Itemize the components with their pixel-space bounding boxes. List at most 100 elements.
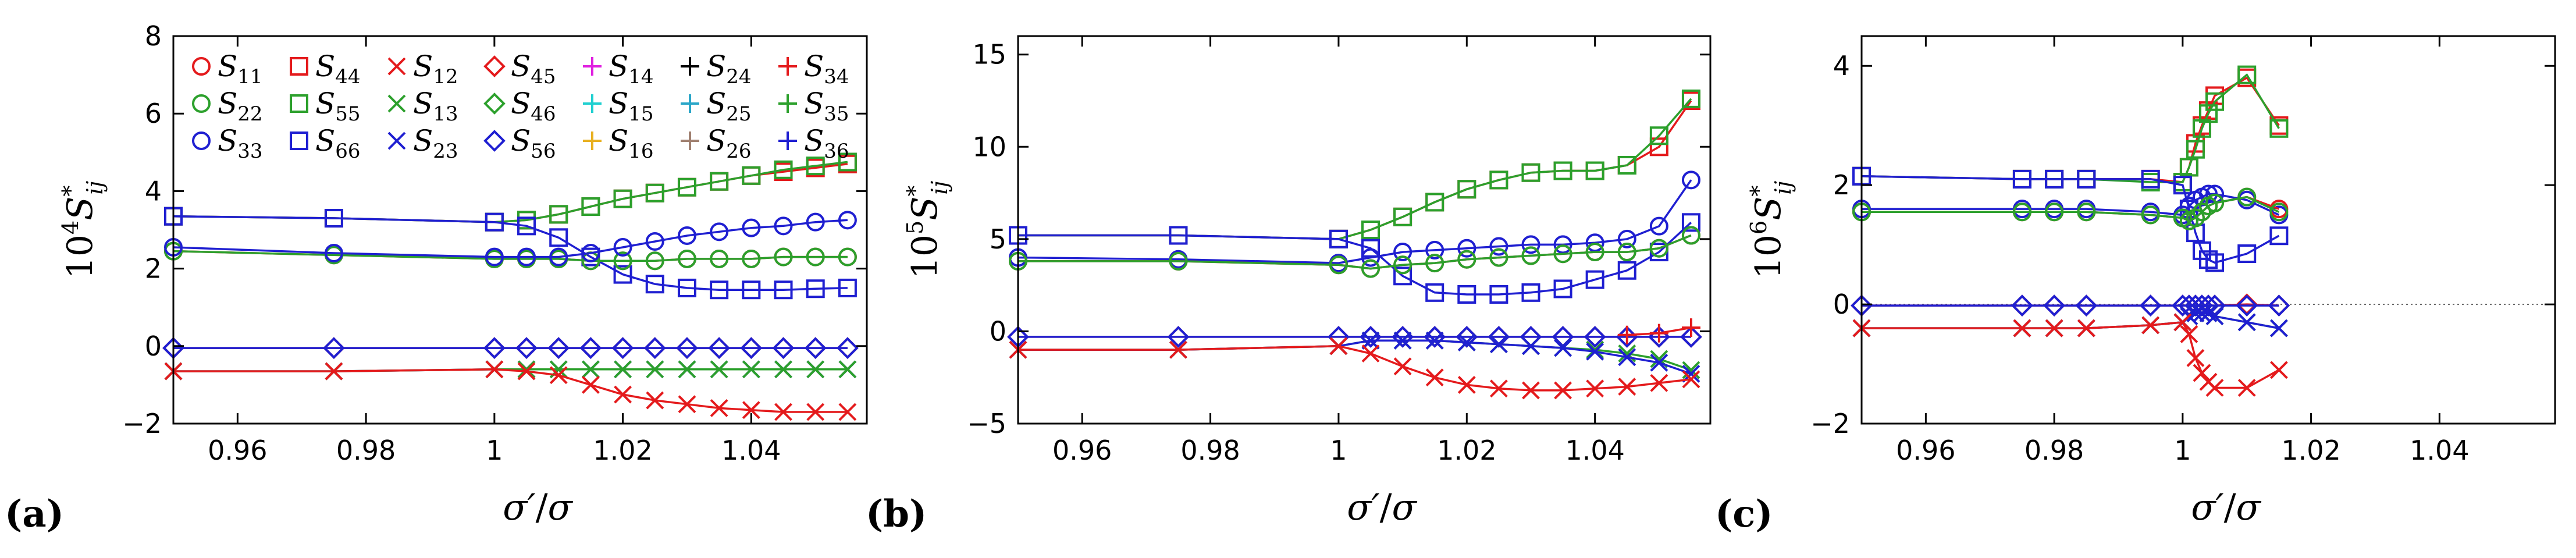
data-point (678, 360, 696, 379)
series-line (1017, 179, 1692, 264)
x-axis-label: σ′/σ (2191, 486, 2261, 528)
legend-subscript: 24 (726, 65, 751, 88)
data-point (1681, 170, 1700, 190)
data-point (1682, 370, 1700, 389)
data-point (774, 280, 793, 300)
data-point (1585, 161, 1604, 180)
data-point (2012, 202, 2031, 222)
data-point (614, 360, 632, 379)
x-label-denominator: σ (1392, 486, 1417, 528)
legend-subscript: 34 (824, 65, 849, 88)
series-line (1018, 234, 1692, 270)
legend-symbol: S (804, 49, 824, 83)
y-tick-label: 4 (1833, 50, 1850, 81)
data-point (740, 337, 763, 359)
legend-symbol: S (511, 87, 531, 120)
data-point (742, 401, 760, 420)
x-tick: 1.04 (1565, 36, 1625, 466)
x-tick: 0.98 (336, 36, 396, 466)
y-tick: 4 (145, 175, 867, 207)
series-S66 (164, 207, 857, 300)
y-label-variable: S (60, 197, 101, 221)
legend-entry: S24 (681, 49, 752, 88)
series-line (173, 161, 848, 223)
legend-subscript: 22 (237, 102, 262, 126)
legend-subscript: 55 (335, 102, 360, 126)
data-point (2205, 253, 2225, 272)
data-point (2192, 119, 2211, 138)
data-point (1554, 381, 1572, 400)
data-point (1425, 283, 1444, 302)
series-S56 (162, 337, 859, 359)
data-point (517, 362, 536, 381)
data-point (1361, 239, 1380, 258)
data-point (1361, 221, 1380, 239)
data-point (710, 399, 728, 417)
legend-subscript: 25 (726, 102, 751, 126)
legend-marker (583, 57, 602, 76)
data-point (2077, 169, 2096, 189)
data-point (1393, 255, 1412, 275)
data-point (645, 232, 664, 251)
x-tick: 0.98 (1180, 36, 1240, 466)
data-point (806, 212, 825, 232)
data-point (2045, 169, 2064, 189)
data-point (710, 249, 729, 268)
legend-symbol: S (511, 49, 531, 83)
series-S44 (1852, 68, 2289, 192)
data-point (2199, 104, 2218, 123)
series-S12 (1852, 313, 2288, 397)
data-point (838, 247, 857, 266)
legend-entry: S44 (290, 49, 361, 88)
data-point (1329, 337, 1348, 356)
data-point (838, 403, 857, 421)
legend-subscript: 15 (628, 102, 653, 126)
data-point (613, 237, 632, 257)
data-point (517, 247, 536, 266)
legend-label: S16 (609, 124, 654, 163)
legend-label: S14 (609, 49, 654, 88)
data-point (2237, 313, 2256, 332)
x-label-numerator: σ′ (503, 486, 535, 528)
legend-entry: S14 (583, 49, 654, 88)
data-point (2269, 319, 2288, 337)
x-tick: 1.02 (1437, 36, 1497, 466)
data-point (2173, 176, 2192, 195)
legend-entry: S12 (387, 49, 458, 88)
legend-label: S46 (511, 87, 556, 126)
legend-marker (192, 57, 211, 76)
data-point (708, 337, 730, 359)
y-tick-label: 0 (1833, 289, 1850, 320)
legend-label: S66 (315, 124, 361, 163)
data-point (1425, 254, 1444, 273)
data-point (2205, 193, 2225, 212)
legend-label: S45 (511, 49, 556, 88)
data-point (614, 385, 632, 404)
legend-label: S33 (218, 124, 263, 163)
y-tick-label: −5 (967, 408, 1006, 439)
x-tick: 0.96 (1052, 36, 1112, 466)
y-label-exponent: 4 (58, 221, 83, 234)
x-tick: 0.96 (1896, 36, 1956, 466)
series-line (1018, 345, 1692, 392)
series-line (173, 250, 848, 262)
series-line (1861, 73, 2280, 183)
data-point (2269, 119, 2289, 138)
y-tick-label: 6 (145, 98, 162, 129)
y-label-exponent: 6 (1746, 221, 1771, 234)
panel-1: 0.96 0.98 1 1.02 1.04−202468σ′/σ104S*ij(a)S1… (5, 20, 868, 536)
legend-entry: S22 (192, 87, 263, 126)
data-point (838, 211, 857, 230)
data-point (2269, 361, 2288, 379)
series-S13 (1009, 331, 1700, 379)
data-point (2045, 319, 2063, 337)
legend-label: S55 (315, 87, 361, 126)
legend-entry: S46 (483, 87, 556, 126)
legend-label: S23 (413, 124, 458, 163)
data-point (1521, 235, 1540, 254)
data-point (1329, 255, 1348, 275)
x-tick: 0.98 (2024, 36, 2084, 466)
data-point (581, 243, 600, 262)
data-point (774, 216, 793, 236)
